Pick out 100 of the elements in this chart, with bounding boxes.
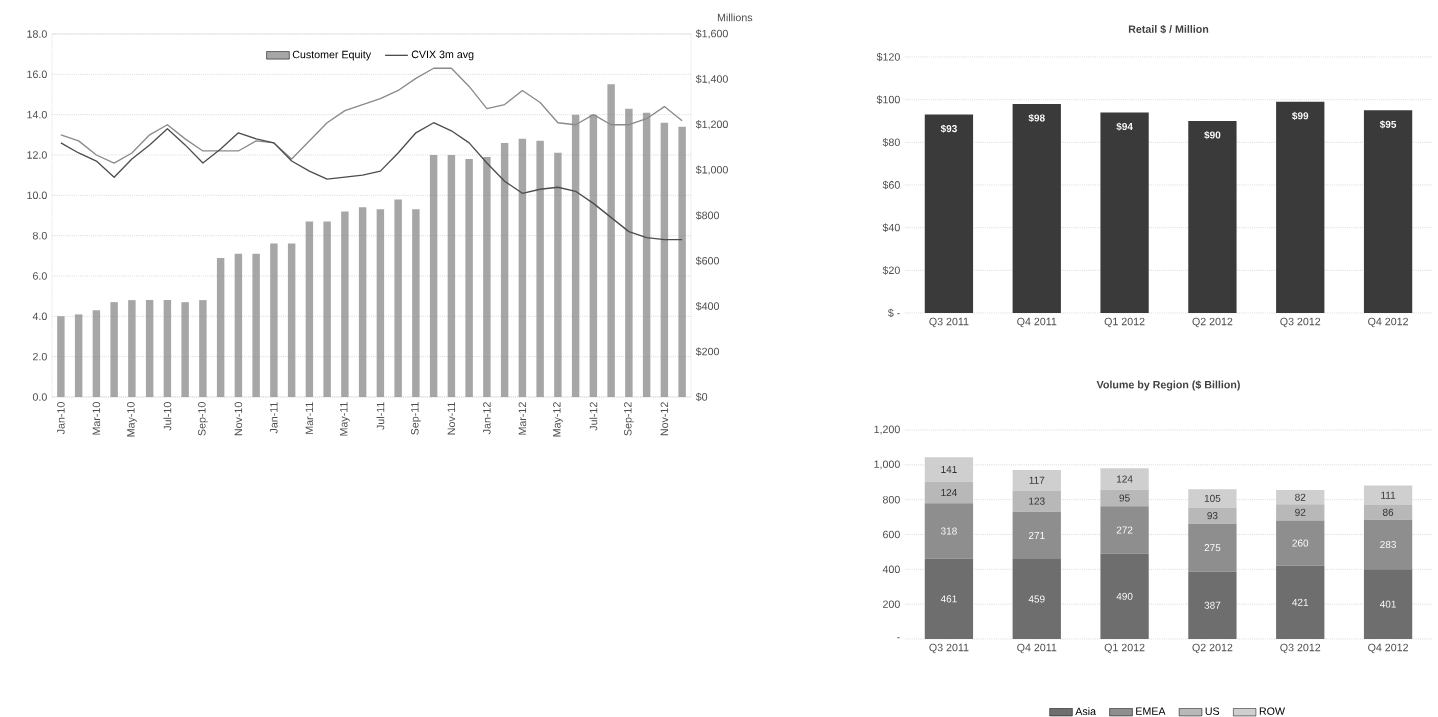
bar (678, 126, 686, 397)
x-tick-label: Q4 2011 (1017, 317, 1057, 328)
x-tick-label: Mar-12 (518, 402, 527, 435)
bar (145, 300, 154, 397)
x-tick-label: Q2 2012 (1192, 317, 1233, 328)
y2-tick-label: $800 (695, 211, 720, 220)
y-tick-label: $120 (876, 52, 900, 62)
bar (305, 221, 314, 397)
bar (465, 159, 473, 397)
bar (341, 211, 349, 397)
bar (1012, 103, 1061, 313)
data-label: 260 (1292, 539, 1309, 547)
bar (924, 457, 974, 482)
y2-tick-label: $1,200 (695, 120, 728, 130)
bar (1188, 120, 1237, 313)
bar (1100, 553, 1149, 639)
y-tick-label: 12.0 (27, 151, 47, 159)
y2-tick-label: $1,000 (695, 165, 728, 175)
bar (1100, 506, 1149, 554)
x-tick-label: Q3 2012 (1280, 317, 1321, 328)
x-tick-label: Q1 2012 (1104, 317, 1145, 328)
y-tick-label: $20 (882, 266, 900, 275)
data-label: 275 (1204, 544, 1221, 552)
y-tick-label: $ - (887, 308, 900, 318)
x-tick-label: Sep-10 (198, 402, 208, 436)
x-tick-label: Sep-12 (624, 402, 634, 436)
bar (642, 112, 651, 397)
x-tick-label: Mar-11 (305, 402, 314, 434)
bar (1012, 559, 1061, 639)
legend-label: ROW (1259, 707, 1285, 715)
bar (1363, 110, 1413, 313)
bar (1100, 112, 1149, 313)
chart-title: Volume by Region ($ Billion) (1096, 380, 1240, 391)
y-tick-label: 18.0 (27, 30, 47, 38)
bar (924, 558, 974, 639)
bar (287, 243, 296, 397)
y2-tick-label: $200 (695, 347, 720, 356)
bar (412, 209, 420, 397)
data-label: 387 (1204, 601, 1221, 609)
bar (500, 142, 509, 397)
y-tick-label: $80 (882, 138, 900, 147)
data-label: 82 (1295, 493, 1306, 501)
data-label: 117 (1029, 476, 1045, 484)
y-tick-label: 1,000 (874, 460, 900, 470)
y-tick-label: 10.0 (27, 191, 47, 200)
data-label: $95 (1379, 120, 1397, 129)
data-label: 141 (941, 466, 957, 473)
x-tick-label: Sep-11 (411, 402, 421, 435)
data-label: $94 (1116, 122, 1133, 131)
x-tick-label: Jul-11 (376, 402, 385, 430)
bar (924, 503, 974, 559)
bar (1188, 523, 1237, 572)
data-label: $90 (1204, 131, 1221, 140)
x-tick-label: Jan-12 (483, 402, 491, 435)
y-tick-label: 600 (883, 530, 900, 539)
bar (571, 114, 580, 397)
bar (252, 253, 260, 397)
bar (358, 207, 367, 397)
bar (376, 209, 385, 397)
y2-tick-label: $600 (695, 256, 720, 266)
bar (518, 138, 527, 397)
data-label: $99 (1292, 111, 1309, 120)
y-tick-label: 14.0 (27, 110, 47, 119)
y-tick-label: 1,200 (874, 425, 900, 435)
x-tick-label: Q3 2012 (1280, 643, 1321, 654)
x-tick-label: Q4 2012 (1368, 317, 1408, 328)
y-tick-label: $60 (882, 180, 900, 190)
bar (1363, 485, 1413, 505)
bar (447, 154, 456, 397)
bar (607, 84, 615, 397)
x-tick-label: May-10 (127, 402, 137, 437)
bar (483, 156, 491, 397)
data-label: 271 (1028, 531, 1045, 539)
data-label: 86 (1382, 508, 1394, 516)
legend-label: CVIX 3m avg (411, 50, 474, 61)
data-label: 283 (1380, 540, 1396, 549)
data-label: 490 (1116, 592, 1133, 600)
data-label: 401 (1379, 600, 1396, 608)
y-tick-label: $100 (876, 95, 900, 104)
y-tick-label: 4.0 (32, 312, 47, 321)
bar (554, 152, 562, 397)
bar (181, 302, 189, 397)
y-tick-label: 16.0 (27, 70, 47, 79)
bar (1363, 504, 1413, 520)
data-label: 92 (1295, 508, 1306, 516)
x-tick-label: Q3 2011 (929, 643, 969, 654)
bar (536, 140, 544, 397)
y-tick-label: 200 (883, 600, 900, 608)
data-label: 461 (940, 595, 957, 603)
bar (1100, 468, 1149, 490)
legend-label: Customer Equity (292, 50, 372, 61)
y-tick-label: 2.0 (33, 352, 47, 361)
bar (589, 114, 598, 397)
bar (216, 257, 225, 397)
bar (1012, 511, 1061, 560)
data-label: 272 (1116, 526, 1133, 534)
data-label: 111 (1381, 491, 1396, 499)
y2-axis-title: Millions (717, 13, 753, 22)
y2-tick-label: $1,600 (695, 29, 728, 39)
bar (924, 481, 974, 504)
